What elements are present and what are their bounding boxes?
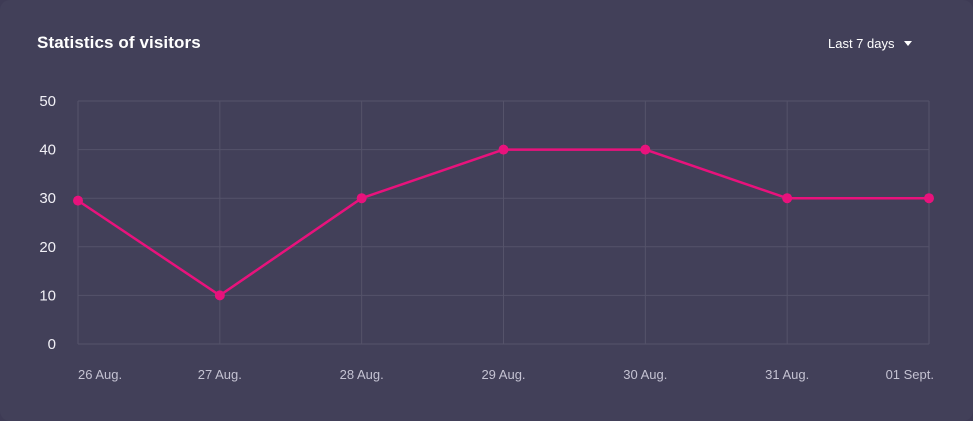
y-tick-label: 20 (39, 239, 56, 256)
data-point (356, 193, 367, 204)
x-tick-label: 26 Aug. (78, 367, 122, 382)
date-range-label: Last 7 days (828, 35, 895, 51)
card-title: Statistics of visitors (37, 33, 201, 52)
y-tick-label: 30 (39, 190, 56, 207)
y-tick-label: 50 (39, 93, 56, 110)
x-tick-label: 30 Aug. (623, 367, 667, 382)
data-point (214, 290, 225, 301)
y-tick-label: 10 (39, 287, 56, 304)
y-tick-label: 0 (48, 336, 56, 353)
data-point (924, 193, 934, 204)
x-tick-label: 31 Aug. (765, 367, 809, 382)
x-tick-label: 01 Sept. (886, 367, 934, 382)
x-tick-label: 29 Aug. (481, 367, 525, 382)
data-point (73, 195, 83, 206)
y-tick-label: 40 (39, 142, 56, 159)
x-tick-label: 27 Aug. (198, 367, 242, 382)
caret-down-icon (903, 41, 912, 46)
data-point (782, 193, 793, 204)
data-point (498, 144, 509, 155)
data-point (640, 144, 651, 155)
date-range-dropdown[interactable]: Last 7 days (822, 32, 918, 54)
x-tick-label: 28 Aug. (340, 367, 384, 382)
